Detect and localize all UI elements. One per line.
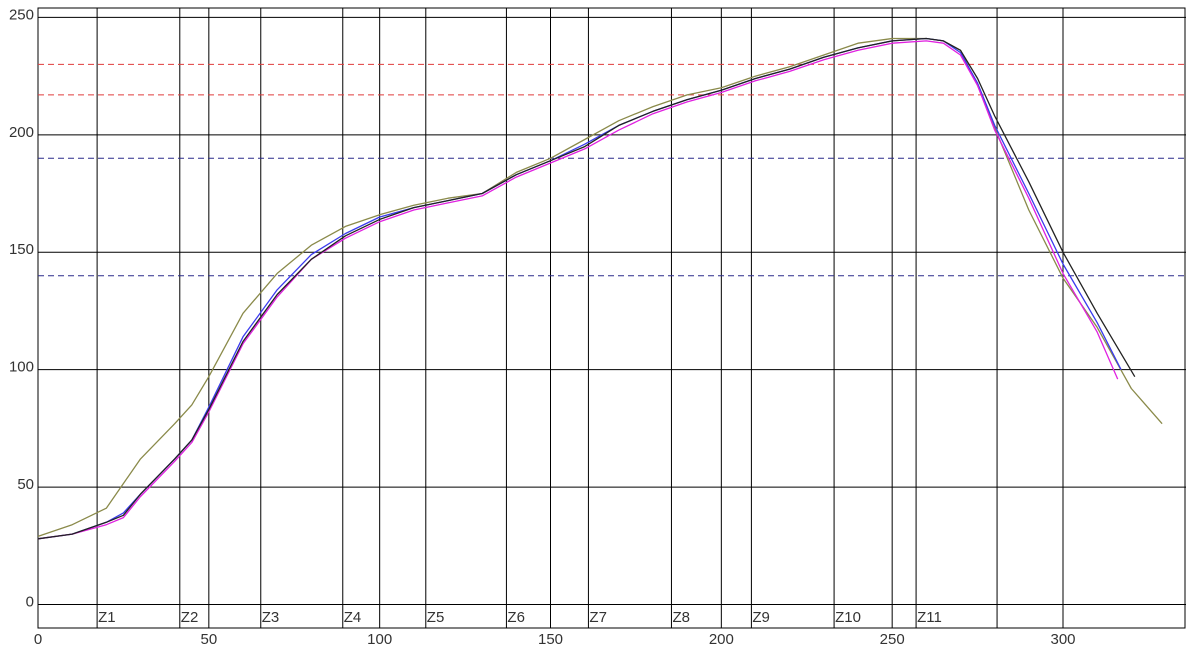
zone-label: Z8 (672, 609, 690, 626)
x-tick-label: 200 (709, 631, 734, 648)
zone-label: Z1 (98, 609, 116, 626)
x-tick-label: 100 (367, 631, 392, 648)
series-line (37, 37, 1136, 540)
zone-label: Z10 (835, 609, 861, 626)
y-tick-label: 150 (9, 241, 34, 258)
plot-area (37, 7, 1186, 629)
y-tick-label: 100 (9, 359, 34, 376)
y-tick-label: 200 (9, 124, 34, 141)
zone-label: Z4 (344, 609, 362, 626)
zone-label: Z2 (181, 609, 199, 626)
zone-label: Z11 (917, 609, 942, 626)
x-tick-label: 250 (880, 631, 905, 648)
y-tick-label: 250 (9, 6, 34, 23)
x-tick-label: 300 (1050, 631, 1075, 648)
zone-label: Z9 (752, 609, 770, 626)
x-tick-label: 0 (34, 631, 42, 648)
zone-label: Z7 (589, 609, 607, 626)
y-tick-label: 0 (26, 593, 34, 610)
y-tick-label: 50 (17, 476, 34, 493)
x-tick-label: 150 (538, 631, 563, 648)
zone-label: Z5 (427, 609, 445, 626)
zone-label: Z3 (262, 609, 280, 626)
x-tick-label: 50 (200, 631, 217, 648)
zone-label: Z6 (507, 609, 525, 626)
series-line (37, 37, 1122, 540)
series-line (37, 40, 1119, 540)
